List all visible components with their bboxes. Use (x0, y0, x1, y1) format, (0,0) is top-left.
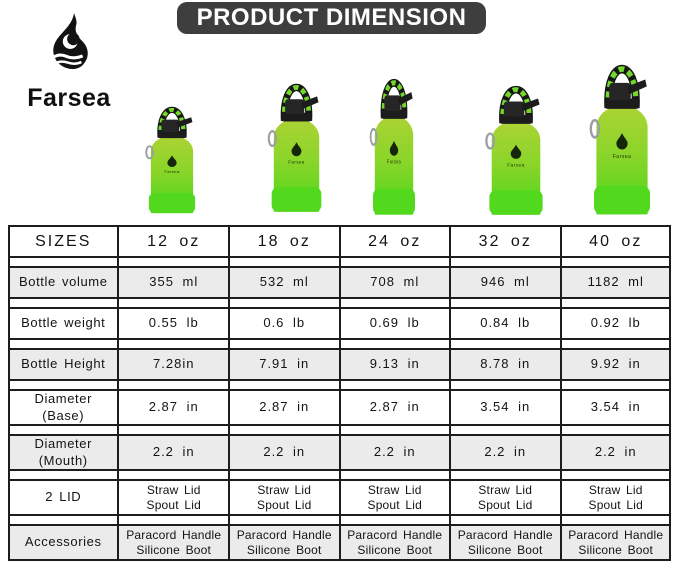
bottle-lineup: Farsea Farsea Farsea (0, 0, 679, 222)
column-header-40oz: 40 oz (589, 232, 643, 250)
cell-value: 2.2 in (263, 444, 306, 460)
water-drop-icon (51, 13, 88, 70)
column-header-24oz: 24 oz (368, 232, 422, 250)
cell-value: 2.2 in (594, 444, 637, 460)
column-header-18oz: 18 oz (257, 232, 311, 250)
cell-value: 2.87 in (369, 399, 420, 415)
row-label: Bottle weight (21, 315, 106, 331)
cell-value: 2.2 in (152, 444, 195, 460)
cell-value: 2.2 in (373, 444, 416, 460)
cell-value: 2.2 in (484, 444, 527, 460)
cell-value: 0.92 lb (590, 315, 641, 331)
bottle-12oz-image: Farsea (145, 106, 196, 214)
row-label: 2 LID (45, 489, 82, 505)
cell-value: Paracord Handle Silicone Boot (568, 527, 664, 557)
cell-value: 355 ml (149, 274, 199, 290)
cell-value: Paracord Handle Silicone Boot (347, 527, 443, 557)
table-divider (448, 225, 451, 561)
table-divider (559, 225, 562, 561)
cell-value: 7.28in (153, 356, 195, 372)
spec-table: SIZES 12 oz 18 oz 24 oz 32 oz 40 oz Bott… (8, 225, 671, 561)
cell-value: 7.91 in (259, 356, 310, 372)
cell-value: Straw Lid Spout Lid (256, 482, 312, 512)
cell-value: Paracord Handle Silicone Boot (236, 527, 332, 557)
cell-value: 946 ml (480, 274, 530, 290)
table-divider (117, 225, 120, 561)
brand-name: Farsea (27, 84, 111, 112)
cell-value: Straw Lid Spout Lid (146, 482, 201, 512)
cell-value: 9.92 in (590, 356, 641, 372)
cell-value: Paracord Handle Silicone Boot (126, 527, 222, 557)
table-divider (338, 225, 341, 561)
cell-value: 3.54 in (590, 399, 641, 415)
title-banner: PRODUCT DIMENSION (177, 2, 486, 34)
row-label: Diameter (Base) (34, 391, 93, 423)
cell-value: 532 ml (259, 274, 309, 290)
cell-value: Straw Lid Spout Lid (588, 482, 643, 512)
row-label: Bottle Height (21, 356, 106, 372)
cell-value: 8.78 in (480, 356, 531, 372)
cell-value: Straw Lid Spout Lid (477, 482, 533, 512)
bottle-32oz-image: Farsea (485, 86, 543, 215)
table-divider (227, 225, 230, 561)
page-title: PRODUCT DIMENSION (196, 4, 467, 31)
bottle-18oz-image: Farsea (267, 84, 322, 212)
cell-value: 2.87 in (148, 399, 199, 415)
cell-value: 3.54 in (480, 399, 531, 415)
cell-value: 0.69 lb (369, 315, 420, 331)
cell-value: 2.87 in (259, 399, 310, 415)
cell-value: 708 ml (370, 274, 420, 290)
cell-value: 0.6 lb (263, 315, 306, 331)
column-header-32oz: 32 oz (478, 232, 532, 250)
table-divider (669, 225, 671, 561)
cell-value: 9.13 in (369, 356, 420, 372)
bottle-brand-text: Farsea (164, 169, 180, 174)
cell-value: Straw Lid Spout Lid (367, 482, 422, 512)
column-header-12oz: 12 oz (147, 232, 201, 250)
column-header-sizes: SIZES (35, 232, 92, 250)
cell-value: Paracord Handle Silicone Boot (457, 527, 553, 557)
cell-value: 0.84 lb (480, 315, 531, 331)
row-label: Bottle volume (18, 274, 108, 290)
cell-value: 0.55 lb (148, 315, 199, 331)
bottle-brand-text: Farsea (507, 162, 525, 168)
bottle-brand-text: Farsea (387, 159, 401, 165)
row-label: Accessories (24, 534, 102, 550)
row-label: Diameter (Mouth) (34, 436, 93, 468)
bottle-40oz-image: Farsea (589, 64, 650, 215)
bottle-24oz-image: Farsea (369, 79, 415, 215)
bottle-brand-text: Farsea (288, 160, 304, 165)
cell-value: 1182 ml (587, 274, 644, 290)
bottle-brand-text: Farsea (613, 154, 632, 160)
table-divider (8, 225, 10, 561)
brand-logo: Farsea (14, 6, 124, 113)
